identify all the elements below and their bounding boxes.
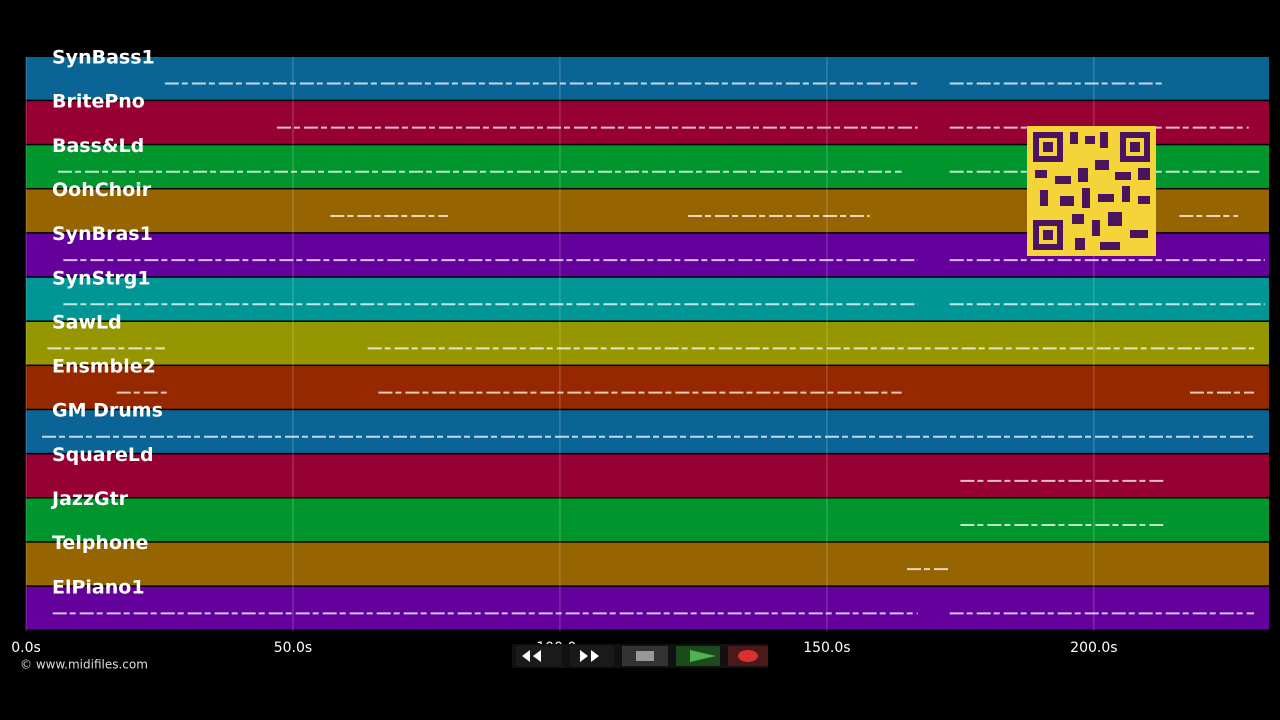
track-name: Ensmble2 bbox=[52, 356, 156, 378]
track-row bbox=[26, 57, 1269, 100]
track-row bbox=[26, 542, 1269, 586]
notes bbox=[42, 82, 1265, 615]
track-name: SynBass1 bbox=[52, 47, 155, 69]
track-row bbox=[26, 366, 1269, 409]
stop-button[interactable] bbox=[622, 646, 668, 666]
fast-forward-button[interactable] bbox=[570, 646, 614, 666]
tick-label: 50.0s bbox=[274, 640, 312, 656]
track-name: GM Drums bbox=[52, 400, 163, 422]
track-name: JazzGtr bbox=[50, 488, 129, 510]
track-row bbox=[26, 454, 1269, 498]
time-grid bbox=[25, 57, 1095, 631]
transport-controls bbox=[512, 644, 768, 668]
track-name: SynStrg1 bbox=[52, 267, 151, 289]
track-name: Bass&Ld bbox=[52, 135, 144, 157]
qr-code bbox=[1027, 126, 1156, 256]
record-button[interactable] bbox=[728, 646, 768, 666]
track-row bbox=[26, 410, 1269, 453]
track-name: SynBras1 bbox=[52, 223, 153, 245]
watermark: © www.midifiles.com bbox=[20, 658, 148, 672]
rewind-button[interactable] bbox=[516, 646, 562, 666]
track-row bbox=[26, 498, 1269, 542]
track-name: ElPiano1 bbox=[52, 576, 145, 598]
tick-label: 200.0s bbox=[1070, 640, 1117, 656]
track-row bbox=[26, 586, 1269, 630]
track-name: Telphone bbox=[52, 532, 148, 554]
track-name: BritePno bbox=[52, 91, 145, 113]
track-row bbox=[26, 321, 1269, 365]
play-button[interactable] bbox=[676, 646, 720, 666]
track-name: OohChoir bbox=[52, 179, 152, 201]
track-name: SawLd bbox=[52, 311, 122, 333]
track-labels: SynBass1 BritePno Bass&Ld OohChoir SynBras1 S… bbox=[50, 47, 163, 599]
track-name: SquareLd bbox=[52, 444, 154, 466]
tick-label: 150.0s bbox=[803, 640, 850, 656]
track-row bbox=[26, 277, 1269, 321]
tick-label: 0.0s bbox=[11, 640, 41, 656]
